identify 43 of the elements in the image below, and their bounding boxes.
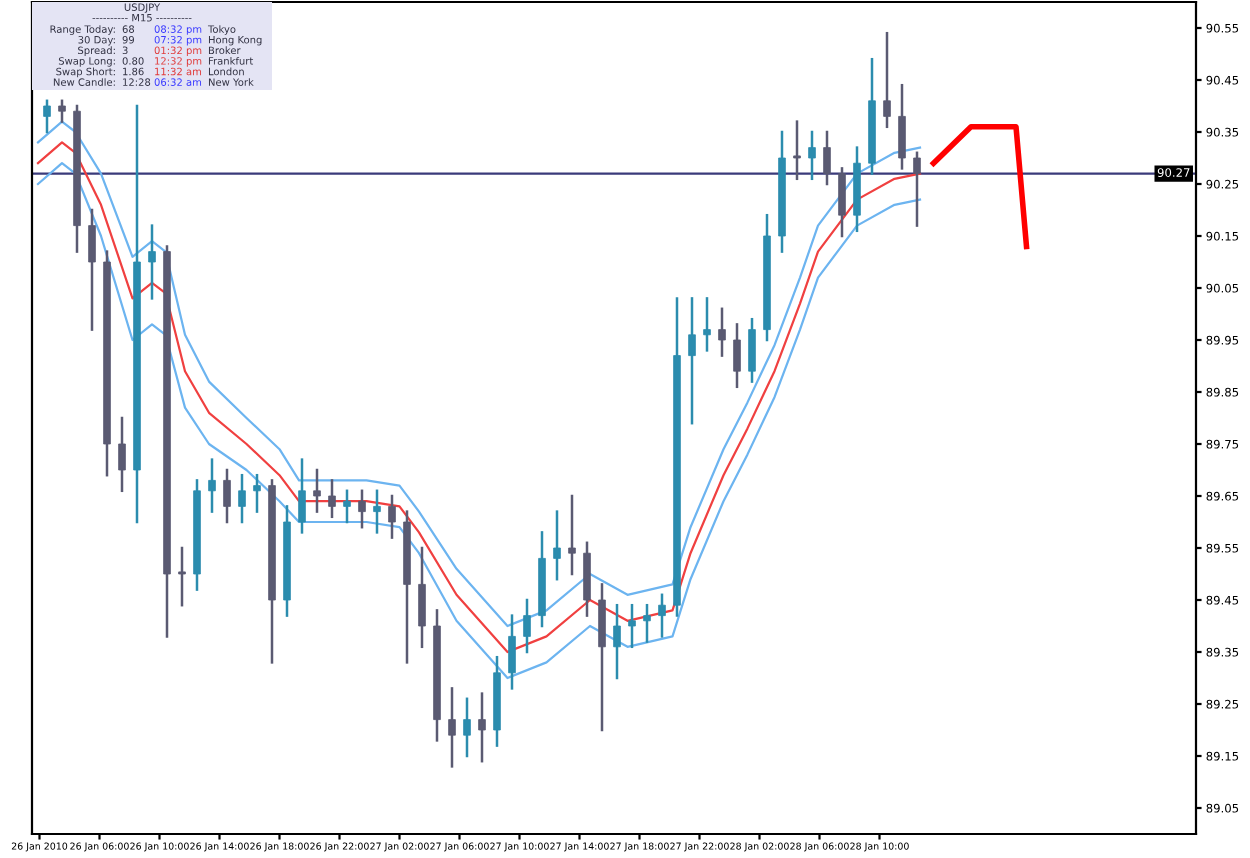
candlestick (313, 468, 321, 513)
candlestick (298, 458, 306, 534)
candlestick (598, 583, 606, 732)
candlestick (448, 687, 456, 768)
candlestick (643, 603, 651, 643)
candlestick (208, 458, 216, 513)
candlestick (718, 307, 726, 357)
candlestick (418, 546, 426, 649)
candlestick (838, 167, 846, 238)
candlestick (688, 297, 696, 425)
candlestick (568, 494, 576, 576)
candlestick (913, 151, 921, 227)
candlestick (343, 489, 351, 524)
candlestick (328, 479, 336, 519)
candlestick (793, 120, 801, 181)
candlestick (823, 130, 831, 186)
candlestick (478, 692, 486, 763)
candlestick (358, 489, 366, 529)
candlestick (703, 297, 711, 352)
candlestick (658, 593, 666, 638)
candlestick (43, 99, 51, 134)
candlestick (883, 31, 891, 129)
candlestick (253, 473, 261, 513)
candlestick (58, 99, 66, 123)
candlestick (178, 546, 186, 607)
candlestick (748, 317, 756, 383)
candlestick (373, 489, 381, 534)
candlestick (613, 603, 621, 680)
candlestick (118, 416, 126, 493)
candlestick (523, 598, 531, 654)
candlestick (223, 468, 231, 524)
candlestick (733, 323, 741, 389)
candlestick (463, 697, 471, 758)
candlestick (388, 494, 396, 539)
candlestick (88, 208, 96, 331)
candlestick (553, 510, 561, 581)
candlestick (898, 83, 906, 170)
candlestick (508, 614, 516, 690)
candlestick (148, 224, 156, 300)
candlestick (583, 541, 591, 617)
candlestick (808, 130, 816, 181)
candlestick (238, 473, 246, 524)
candlestick (628, 603, 636, 649)
